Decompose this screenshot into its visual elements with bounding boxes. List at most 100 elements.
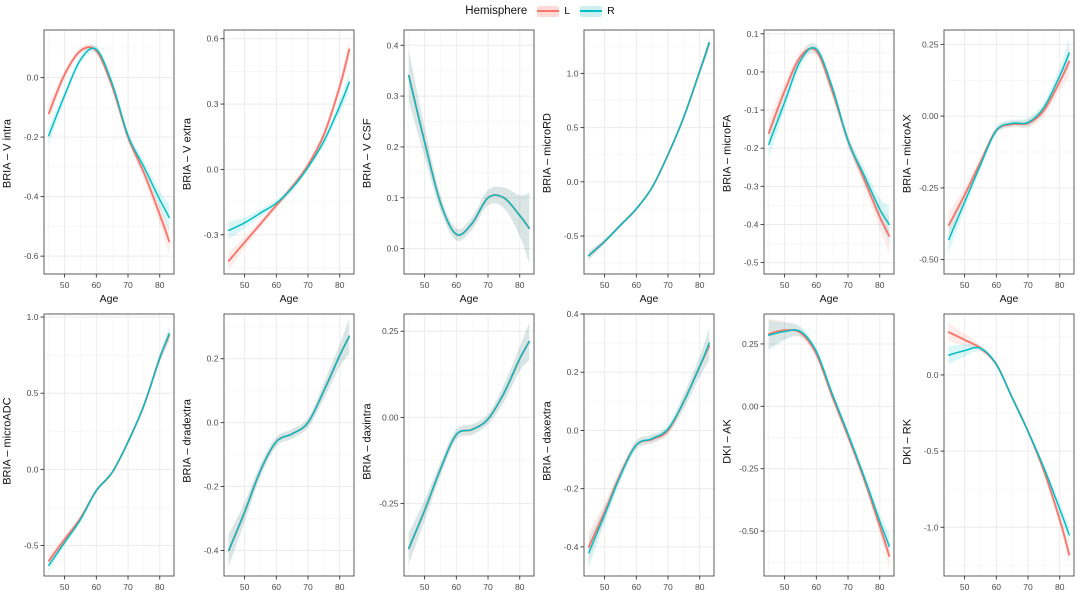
x-tick-label: 50	[780, 280, 790, 290]
x-tick-label: 70	[663, 280, 673, 290]
y-tick-label: -0.2	[24, 132, 39, 142]
y-tick-label: 0.0	[207, 164, 219, 174]
y-axis-title: BRIA – daxintra	[361, 403, 374, 480]
y-tick-label: 0.4	[387, 40, 399, 50]
x-tick-label: 80	[1055, 582, 1065, 592]
x-tick-label: 50	[240, 582, 250, 592]
chart-panel-bria-v-csf: BRIA – V CSF 0.4 0.3 0.2 0.1 0.0 50 60 70 80 Age	[360, 22, 540, 308]
legend: Hemisphere L R	[0, 0, 1080, 22]
x-tick-label: 60	[992, 582, 1002, 592]
series-line-r	[768, 329, 890, 547]
y-axis-title: BRIA – microRD	[541, 113, 554, 194]
series-line-l	[767, 47, 891, 237]
x-tick-label: 80	[875, 582, 885, 592]
x-tick-label: 70	[123, 280, 133, 290]
panel-plot: 0.2 0.0 -0.2 -0.4 50 60 70 80	[204, 313, 355, 592]
panel-plot: 0.4 0.3 0.2 0.1 0.0 50 60 70 80 Age	[387, 29, 535, 305]
series-line-r	[408, 74, 530, 236]
x-tick-label: 60	[92, 582, 102, 592]
y-tick-label: 0.0	[567, 425, 579, 435]
y-tick-label: 0.2	[387, 142, 399, 152]
y-tick-label: 0.6	[207, 34, 219, 44]
y-tick-label: -0.25	[739, 464, 759, 474]
chart-panel-bria-dradextra: BRIA – dradextra 0.2 0.0 -0.2 -0.4 50 60 70 80	[180, 308, 360, 598]
y-tick-label: 1.0	[27, 312, 39, 322]
series-line-r	[948, 346, 1070, 536]
x-tick-label: 80	[1055, 280, 1065, 290]
y-axis-title: BRIA – microAX	[901, 114, 914, 193]
x-tick-label: 80	[335, 280, 345, 290]
y-tick-label: 0.3	[387, 91, 399, 101]
x-tick-label: 50	[60, 280, 70, 290]
series-line-l	[947, 60, 1071, 227]
y-tick-label: -0.4	[204, 545, 219, 555]
y-axis-title: BRIA – microFA	[721, 114, 734, 193]
x-tick-label: 50	[600, 280, 610, 290]
y-tick-label: -0.2	[564, 484, 579, 494]
x-tick-label: 70	[663, 582, 673, 592]
panel-plot: 0.25 0.00 -0.25 50 60 70 80	[379, 313, 535, 592]
chart-panel-bria-microax: BRIA – microAX 0.25 0.00 -0.25 -0.50 50 60 70 80…	[900, 22, 1080, 308]
y-tick-label: -0.5	[24, 541, 39, 551]
y-tick-label: -1.0	[924, 522, 939, 532]
panel-plot: 0.0 -0.2 -0.4 -0.6 50 60 70 80 Age	[24, 29, 175, 305]
series-line-r	[48, 333, 170, 567]
legend-label-r: R	[607, 5, 615, 17]
x-tick-label: 60	[812, 280, 822, 290]
x-tick-label: 60	[92, 280, 102, 290]
x-axis-title: Age	[100, 293, 119, 305]
y-tick-label: 0.0	[567, 177, 579, 187]
y-tick-label: -0.25	[919, 183, 939, 193]
panel-plot: 0.0 -0.5 -1.0 50 60 70 80	[924, 313, 1075, 592]
series-line-r	[228, 335, 350, 552]
x-tick-label: 80	[515, 280, 525, 290]
y-tick-label: -0.3	[744, 181, 759, 191]
y-tick-label: -0.50	[739, 526, 759, 536]
x-tick-label: 80	[515, 582, 525, 592]
x-tick-label: 80	[695, 582, 705, 592]
y-tick-label: 0.2	[567, 367, 579, 377]
x-tick-label: 70	[843, 582, 853, 592]
y-tick-label: -0.2	[204, 482, 219, 492]
chart-panel-dki-rk: DKI – RK 0.0 -0.5 -1.0 50 60 70 80	[900, 308, 1080, 598]
y-tick-label: 0.0	[27, 464, 39, 474]
x-tick-label: 70	[123, 582, 133, 592]
series-line-r	[588, 342, 710, 554]
y-tick-label: 0.2	[207, 354, 219, 364]
x-tick-label: 50	[420, 582, 430, 592]
legend-label-l: L	[564, 5, 571, 17]
y-tick-label: 0.0	[387, 244, 399, 254]
y-tick-label: 0.00	[922, 111, 939, 121]
y-tick-label: -0.4	[24, 192, 39, 202]
x-axis-title: Age	[640, 293, 659, 305]
y-tick-label: -0.5	[564, 231, 579, 241]
chart-panel-bria-microfa: BRIA – microFA 0.1 0.0 -0.1 -0.2 -0.3 -0.4 -0.5…	[720, 22, 900, 308]
series-line-r	[948, 52, 1070, 241]
x-tick-label: 50	[600, 582, 610, 592]
y-tick-label: 0.0	[27, 73, 39, 83]
y-tick-label: 0.00	[742, 401, 759, 411]
x-tick-label: 60	[812, 582, 822, 592]
legend-key-l: L	[537, 5, 570, 17]
y-tick-label: 0.25	[382, 326, 399, 336]
y-tick-label: 0.1	[387, 193, 399, 203]
y-tick-label: -0.2	[744, 143, 759, 153]
x-axis-title: Age	[820, 293, 839, 305]
panel-plot: 0.4 0.2 0.0 -0.2 -0.4 50 60 70 80	[564, 309, 715, 592]
x-tick-label: 70	[303, 280, 313, 290]
y-tick-label: -0.6	[24, 251, 39, 261]
series-line-l	[47, 46, 171, 243]
y-tick-label: -0.5	[924, 446, 939, 456]
y-tick-label: -0.1	[744, 105, 759, 115]
panel-plot: 0.25 0.00 -0.25 -0.50 50 60 70 80	[739, 313, 895, 592]
panel-plot: 0.6 0.3 0.0 -0.3 50 60 70 80 Age	[204, 29, 355, 305]
hemisphere-l-line-icon	[537, 5, 560, 17]
panel-plot: 1.0 0.5 0.0 -0.5 50 60 70 80 Age	[564, 29, 715, 305]
x-tick-label: 70	[843, 280, 853, 290]
x-tick-label: 60	[452, 582, 462, 592]
x-tick-label: 80	[335, 582, 345, 592]
x-tick-label: 60	[992, 280, 1002, 290]
legend-key-r: R	[580, 5, 615, 17]
y-tick-label: -0.5	[744, 258, 759, 268]
y-tick-label: 0.5	[567, 123, 579, 133]
